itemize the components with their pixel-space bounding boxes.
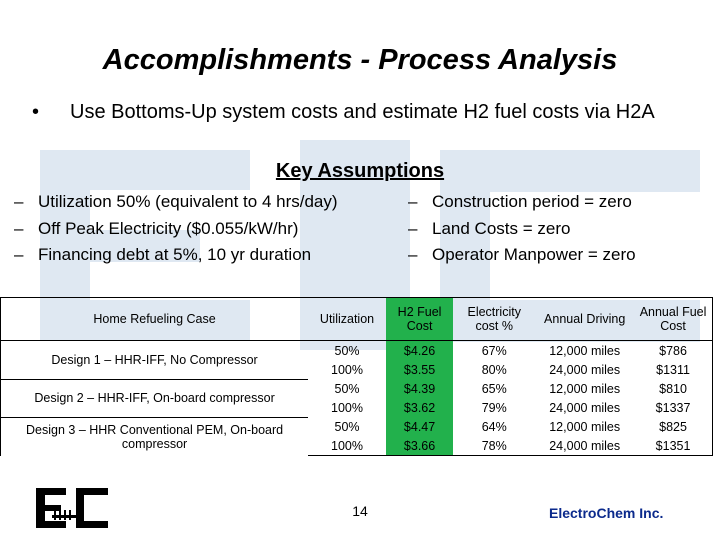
assumption-item: – Utilization 50% (equivalent to 4 hrs/da…	[14, 192, 338, 211]
case-name: Design 3 – HHR Conventional PEM, On-boar…	[0, 416, 309, 456]
electricity-cell: 67%	[481, 343, 507, 358]
annual-fuel-cell: $1337	[634, 398, 714, 417]
assumption-item: – Operator Manpower = zero	[408, 245, 636, 264]
table-header-row: Home Refueling Case Utilization H2 Fuel …	[0, 297, 714, 341]
electricity-cell: 64%	[481, 419, 507, 434]
header-driving: Annual Driving	[535, 297, 635, 341]
table-row: Design 3 – HHR Conventional PEM, On-boar…	[0, 416, 714, 456]
page-number: 14	[352, 503, 368, 519]
bullet-point: • Use Bottoms-Up system costs and estima…	[32, 101, 672, 124]
utilization-cell: 100%	[331, 362, 363, 377]
utilization-cell: 100%	[308, 436, 386, 456]
company-name: ElectroChem Inc.	[549, 505, 664, 521]
utilization-cell: 50%	[334, 381, 360, 396]
header-electricity: Electricity cost %	[453, 297, 536, 341]
annual-fuel-cell: $1311	[634, 360, 714, 379]
assumption-item: – Financing debt at 5%, 10 yr duration	[14, 245, 312, 264]
electricity-cell: 65%	[481, 381, 507, 396]
bullet-text: Use Bottoms-Up system costs and estimate…	[70, 101, 655, 123]
electrochem-logo-icon	[36, 488, 108, 528]
cost-table: Home Refueling Case Utilization H2 Fuel …	[0, 297, 714, 456]
table-row: 100% $3.55 80% 24,000 miles $1311	[1, 360, 714, 379]
annual-fuel-cell: $810	[634, 379, 714, 398]
fuel-cost-cell: $4.39	[385, 379, 454, 398]
header-case: Home Refueling Case	[0, 297, 309, 341]
driving-cell: 24,000 miles	[535, 436, 635, 456]
driving-cell: 24,000 miles	[549, 362, 621, 377]
fuel-cost-cell: $4.26	[385, 340, 454, 360]
fuel-cost-cell: $3.66	[385, 436, 454, 456]
fuel-cost-cell: $3.55	[385, 360, 454, 379]
driving-cell: 24,000 miles	[549, 400, 621, 415]
electricity-cell: 79%	[481, 400, 507, 415]
fuel-cost-cell: $4.47	[385, 417, 454, 436]
utilization-cell: 50%	[334, 419, 360, 434]
bullet-dot-icon: •	[32, 101, 40, 123]
utilization-cell: 50%	[334, 343, 360, 358]
case-name: Design 1 – HHR-IFF, No Compressor	[0, 340, 309, 379]
annual-fuel-cell: $786	[634, 340, 714, 360]
header-utilization: Utilization	[308, 297, 386, 341]
driving-cell: 12,000 miles	[549, 419, 621, 434]
assumption-item: – Construction period = zero	[408, 192, 632, 211]
assumption-item: – Land Costs = zero	[408, 218, 571, 238]
table-row: 100% $3.66 78% 24,000 miles $1351	[1, 436, 714, 456]
assumptions-left: – Utilization 50% (equivalent to 4 hrs/da…	[14, 189, 338, 269]
assumption-item: – Off Peak Electricity ($0.055/kW/hr)	[14, 218, 299, 238]
table-row: Design 2 – HHR-IFF, On-board compressor …	[0, 378, 714, 417]
electricity-cell: 80%	[481, 362, 507, 377]
annual-fuel-cell: $825	[634, 417, 714, 436]
header-fuel-cost: H2 Fuel Cost	[385, 297, 454, 341]
annual-fuel-cell: $1351	[634, 436, 714, 456]
table-row: Design 1 – HHR-IFF, No Compressor 50% $4…	[0, 340, 714, 379]
driving-cell: 12,000 miles	[549, 381, 621, 396]
driving-cell: 12,000 miles	[549, 343, 621, 358]
utilization-cell: 100%	[331, 400, 363, 415]
electricity-cell: 78%	[453, 436, 536, 456]
case-name: Design 2 – HHR-IFF, On-board compressor	[0, 378, 309, 417]
key-assumptions-heading: Key Assumptions	[275, 160, 445, 182]
header-annual-fuel: Annual Fuel Cost	[634, 297, 714, 341]
fuel-cost-cell: $3.62	[385, 398, 454, 417]
table-row: 100% $3.62 79% 24,000 miles $1337	[1, 398, 714, 417]
slide-title: Accomplishments - Process Analysis	[102, 44, 618, 76]
assumptions-right: – Construction period = zero – Land Costs …	[408, 189, 636, 269]
